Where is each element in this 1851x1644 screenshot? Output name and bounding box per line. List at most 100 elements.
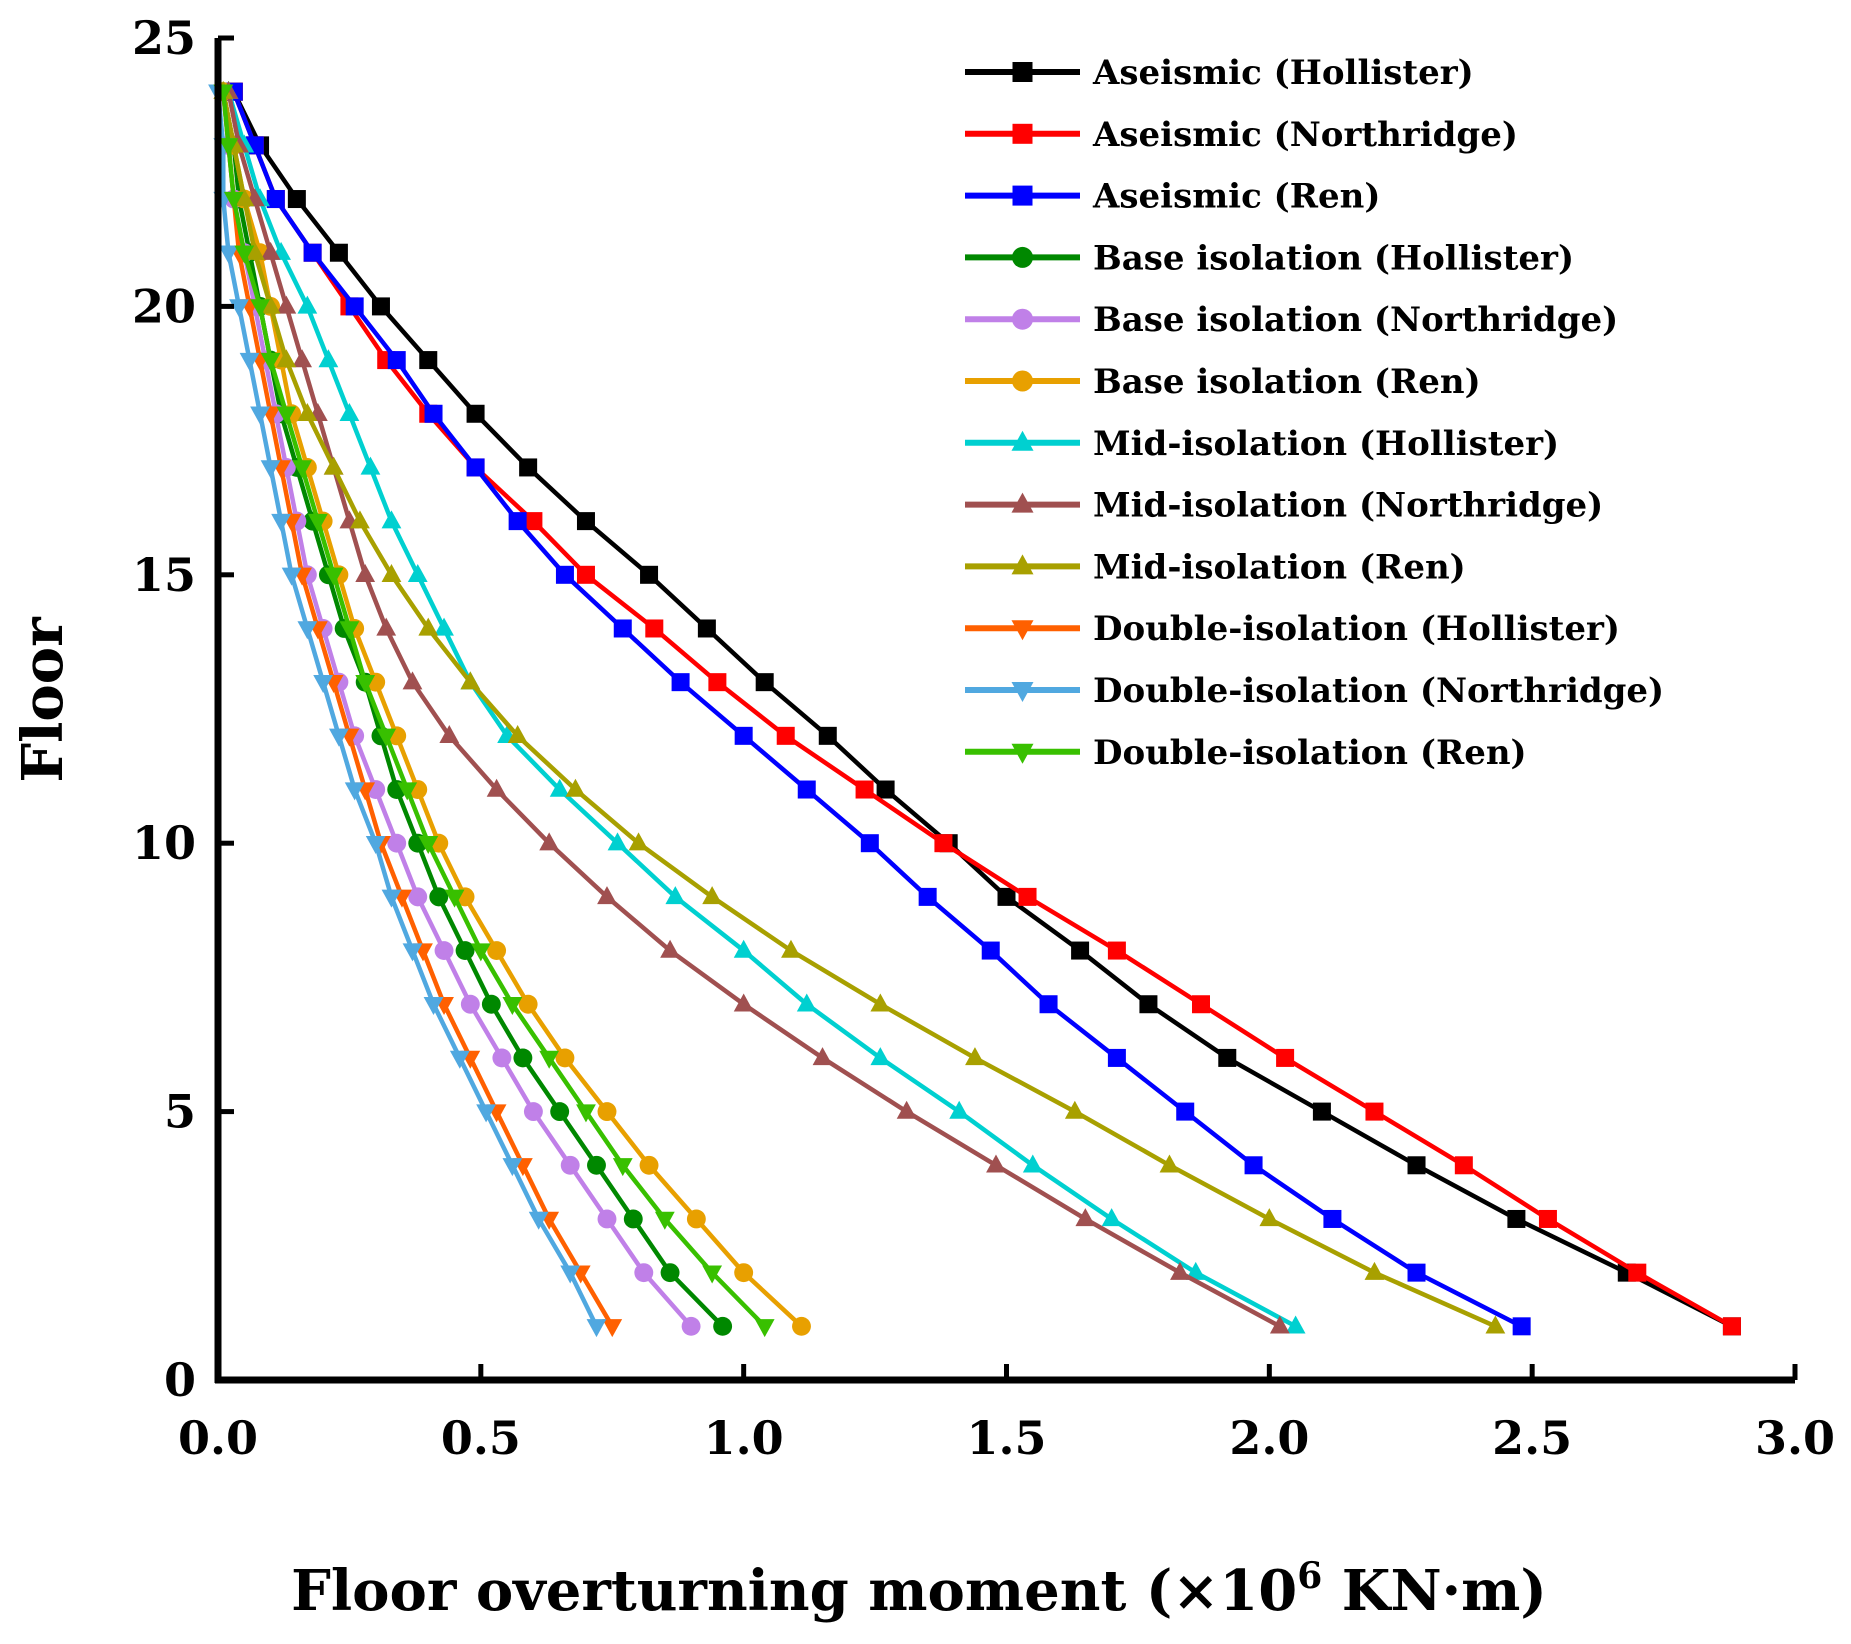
data-point: [381, 564, 402, 582]
legend-swatch-marker: [1011, 430, 1034, 451]
legend-label: Double-isolation (Ren): [1093, 733, 1527, 773]
data-point: [276, 349, 297, 368]
data-point: [702, 1265, 723, 1284]
data-point: [1628, 1263, 1647, 1282]
data-point: [408, 887, 428, 907]
legend-swatch-marker: [1011, 492, 1034, 513]
data-point: [781, 939, 801, 958]
data-point: [1407, 1263, 1426, 1282]
data-point: [1185, 1261, 1206, 1280]
data-point: [460, 671, 481, 690]
data-point: [345, 297, 364, 316]
legend-label: Base isolation (Northridge): [1093, 300, 1618, 340]
x-tick-label: 0.5: [441, 1411, 521, 1465]
legend-swatch-marker: [1011, 554, 1034, 575]
data-point: [476, 1104, 496, 1123]
data-point: [1107, 1048, 1126, 1067]
data-point: [1722, 1317, 1741, 1336]
data-point: [329, 728, 349, 747]
data-point: [549, 778, 570, 797]
data-point: [397, 782, 418, 801]
data-point: [402, 671, 423, 690]
data-point: [623, 1209, 643, 1229]
data-point: [1159, 1154, 1180, 1173]
data-point: [466, 458, 485, 477]
data-point: [371, 297, 390, 316]
data-point: [1512, 1317, 1531, 1336]
series-10: [208, 84, 607, 1338]
data-point: [260, 295, 281, 314]
data-point: [292, 349, 313, 368]
legend-swatch-marker: [1012, 246, 1033, 268]
data-point: [381, 510, 402, 529]
data-point: [1259, 1208, 1280, 1227]
data-point: [287, 190, 306, 209]
data-point: [1139, 995, 1158, 1014]
legend-item: Double-isolation (Northridge): [965, 671, 1664, 711]
data-point: [896, 1100, 917, 1119]
legend-swatch-marker: [1011, 682, 1034, 702]
legend-item: Double-isolation (Ren): [965, 733, 1527, 773]
data-point: [297, 621, 318, 640]
data-point: [344, 782, 365, 801]
data-point: [702, 886, 723, 905]
data-point: [229, 299, 249, 318]
data-point: [218, 245, 239, 264]
data-point: [797, 780, 816, 799]
data-point: [607, 832, 628, 851]
data-point: [539, 1050, 560, 1069]
data-point: [239, 352, 260, 371]
data-point: [918, 887, 937, 906]
data-point: [628, 832, 649, 851]
data-point: [407, 564, 428, 582]
data-point: [602, 1319, 623, 1338]
data-point: [303, 243, 322, 262]
series-line: [221, 91, 615, 1328]
data-point: [713, 1316, 733, 1336]
data-point: [487, 941, 507, 961]
data-point: [986, 1154, 1006, 1173]
data-point: [281, 567, 302, 586]
data-point: [492, 1048, 512, 1068]
legend-label: Double-isolation (Northridge): [1093, 671, 1664, 711]
data-point: [597, 1209, 617, 1229]
data-point: [486, 778, 507, 797]
data-point: [1364, 1261, 1385, 1280]
data-point: [734, 1263, 754, 1283]
data-point: [297, 295, 318, 314]
data-point: [634, 1263, 654, 1283]
data-point: [355, 564, 376, 582]
data-point: [276, 295, 297, 314]
data-point: [418, 617, 439, 636]
legend-label: Aseismic (Hollister): [1092, 53, 1474, 93]
data-point: [449, 1050, 470, 1069]
data-point: [1107, 941, 1126, 960]
data-point: [470, 943, 491, 962]
data-point: [250, 299, 270, 318]
legend-label: Mid-isolation (Hollister): [1093, 424, 1559, 464]
legend-label: Double-isolation (Hollister): [1093, 609, 1620, 649]
y-tick-label: 15: [132, 548, 196, 602]
legend-item: Mid-isolation (Hollister): [965, 424, 1559, 464]
legend-item: Mid-isolation (Ren): [965, 547, 1466, 587]
series-line: [226, 91, 1281, 1329]
data-point: [1485, 1315, 1506, 1334]
data-point: [339, 621, 360, 640]
data-point: [555, 1048, 575, 1068]
data-point: [776, 726, 795, 745]
data-point: [1323, 1209, 1342, 1228]
data-point: [639, 1155, 659, 1175]
series-11: [213, 84, 775, 1338]
data-point: [586, 1319, 607, 1338]
data-point: [387, 351, 406, 370]
legend-label: Mid-isolation (Northridge): [1093, 486, 1603, 526]
data-point: [418, 836, 439, 854]
data-point: [640, 565, 659, 584]
legend-swatch-marker: [1012, 308, 1033, 330]
data-point: [733, 939, 754, 958]
data-point: [528, 1211, 549, 1230]
x-tick-label: 1.5: [966, 1411, 1046, 1465]
y-axis-title: Floor: [10, 616, 76, 783]
data-point: [429, 887, 449, 907]
data-point: [423, 997, 444, 1016]
